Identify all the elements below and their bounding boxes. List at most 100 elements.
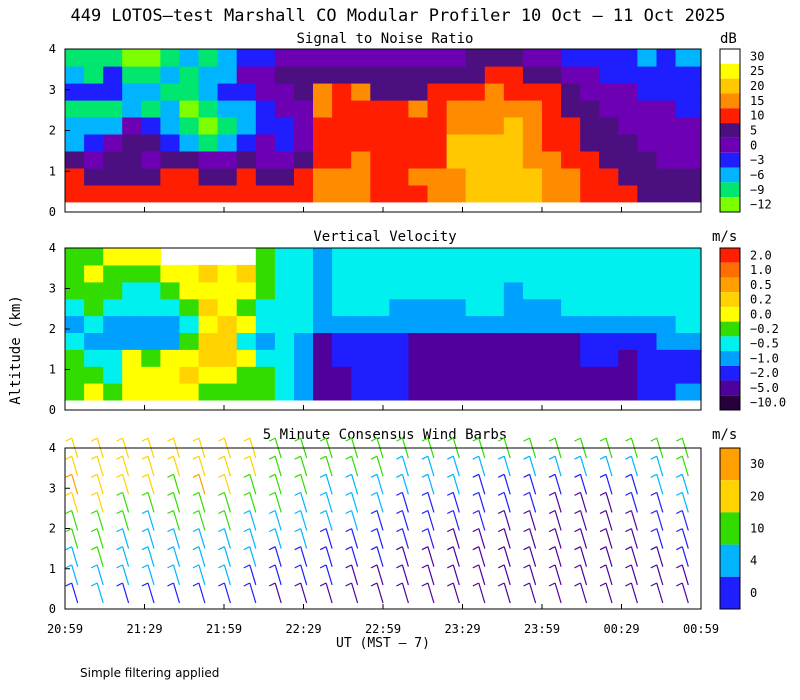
heatmap-cell xyxy=(637,366,658,384)
heatmap-cell xyxy=(351,332,371,350)
heatmap-cell xyxy=(198,49,219,67)
heatmap-cell xyxy=(160,66,181,84)
heatmap-cell xyxy=(103,133,123,152)
heatmap-cell xyxy=(313,383,333,401)
wind-barb-flag xyxy=(345,582,352,587)
heatmap-cell xyxy=(217,150,238,169)
colorbar-swatch xyxy=(720,576,740,609)
wind-barb xyxy=(300,528,308,549)
wind-barb-flag xyxy=(243,528,251,533)
heatmap-cell xyxy=(103,315,123,333)
heatmap-cell xyxy=(274,116,295,135)
heatmap-cell xyxy=(236,332,257,350)
heatmap-cell xyxy=(599,366,619,384)
wind-barb-flag xyxy=(523,546,530,551)
wind-barb-flag xyxy=(676,582,683,587)
heatmap-cell xyxy=(370,83,390,101)
wind-barb xyxy=(172,546,181,567)
heatmap-cell xyxy=(446,83,467,101)
heatmap-cell xyxy=(503,349,524,367)
wind-barb-flag xyxy=(319,582,327,587)
heatmap-cell xyxy=(65,248,85,266)
heatmap-cell xyxy=(179,83,200,101)
wind-barb xyxy=(172,582,181,604)
heatmap-cell xyxy=(675,99,702,118)
heatmap-cell xyxy=(236,349,257,367)
heatmap-cell xyxy=(103,167,123,186)
wind-barb-flag xyxy=(243,473,251,478)
heatmap-cell xyxy=(351,133,371,152)
wind-barb xyxy=(274,510,282,531)
heatmap-cell xyxy=(84,332,104,350)
wind-barb xyxy=(605,510,613,531)
heatmap-cell xyxy=(103,366,123,384)
heatmap-cell xyxy=(141,332,161,350)
heatmap-cell xyxy=(618,315,638,333)
heatmap-cell xyxy=(103,66,123,84)
heatmap-cell xyxy=(179,349,200,367)
filter-note: Simple filtering applied xyxy=(80,666,220,680)
heatmap-cell xyxy=(122,167,142,186)
wind-barb-flag xyxy=(116,473,123,478)
wind-barb xyxy=(579,582,588,604)
heatmap-cell xyxy=(332,116,352,135)
heatmap-cell xyxy=(65,184,85,203)
x-tick-label: 22:29 xyxy=(285,622,321,636)
wind-barb-flag xyxy=(65,582,72,587)
wind-barb-flag xyxy=(319,564,327,569)
heatmap-cell xyxy=(389,298,410,317)
heatmap-cell xyxy=(446,248,467,266)
wind-barb xyxy=(478,456,486,477)
heatmap-cell xyxy=(313,315,333,333)
wind-barb xyxy=(681,456,689,477)
heatmap-cell xyxy=(236,49,257,67)
wind-barb xyxy=(503,528,511,549)
wind-barb xyxy=(147,582,155,604)
heatmap-cell xyxy=(198,332,219,350)
wind-barb xyxy=(300,546,308,567)
y-tick-label: 1 xyxy=(49,562,56,576)
heatmap-cell xyxy=(122,281,142,300)
wind-barb-flag xyxy=(116,509,123,515)
wind-barb xyxy=(172,510,181,531)
wind-barb xyxy=(274,474,282,495)
heatmap-cell xyxy=(618,184,638,203)
heatmap-cell xyxy=(122,298,142,317)
wind-barb xyxy=(503,564,511,586)
velocity-panel: Vertical Velocity m/s 0 1 2 3 4 2.01.00.50.2… xyxy=(49,229,786,417)
heatmap-cell xyxy=(179,150,200,169)
heatmap-cell xyxy=(217,116,238,135)
heatmap-cell xyxy=(427,298,448,317)
heatmap-cell xyxy=(65,264,85,283)
wind-barb xyxy=(351,492,359,513)
heatmap-cell xyxy=(351,99,371,118)
heatmap-cell xyxy=(446,315,467,333)
heatmap-cell xyxy=(465,83,486,101)
wind-barb-flag xyxy=(548,437,556,442)
heatmap-cell xyxy=(522,366,543,384)
figure-title: 449 LOTOS—test Marshall CO Modular Profi… xyxy=(70,6,725,26)
wind-barb xyxy=(198,510,206,531)
colorbar-label: 30 xyxy=(750,49,764,63)
wind-barb-flag xyxy=(676,564,683,569)
heatmap-cell xyxy=(122,366,142,384)
wind-barb xyxy=(503,546,511,567)
wind-barb-flag xyxy=(599,455,607,460)
heatmap-cell xyxy=(236,150,257,169)
heatmap-cell xyxy=(160,332,181,350)
heatmap-cell xyxy=(484,167,505,186)
colorbar-swatch xyxy=(720,306,740,322)
heatmap-cell xyxy=(389,332,410,350)
heatmap-cell xyxy=(561,383,581,401)
heatmap-cell xyxy=(503,99,524,118)
snr-heatmap xyxy=(65,49,702,203)
heatmap-cell xyxy=(103,264,123,283)
wind-barb-flag xyxy=(167,437,174,442)
heatmap-cell xyxy=(255,150,276,169)
wind-barb xyxy=(71,510,79,531)
wind-barb xyxy=(147,564,155,586)
wind-barb xyxy=(223,582,231,604)
heatmap-cell xyxy=(427,264,448,283)
heatmap-cell xyxy=(370,264,390,283)
wind-barb xyxy=(122,510,130,531)
